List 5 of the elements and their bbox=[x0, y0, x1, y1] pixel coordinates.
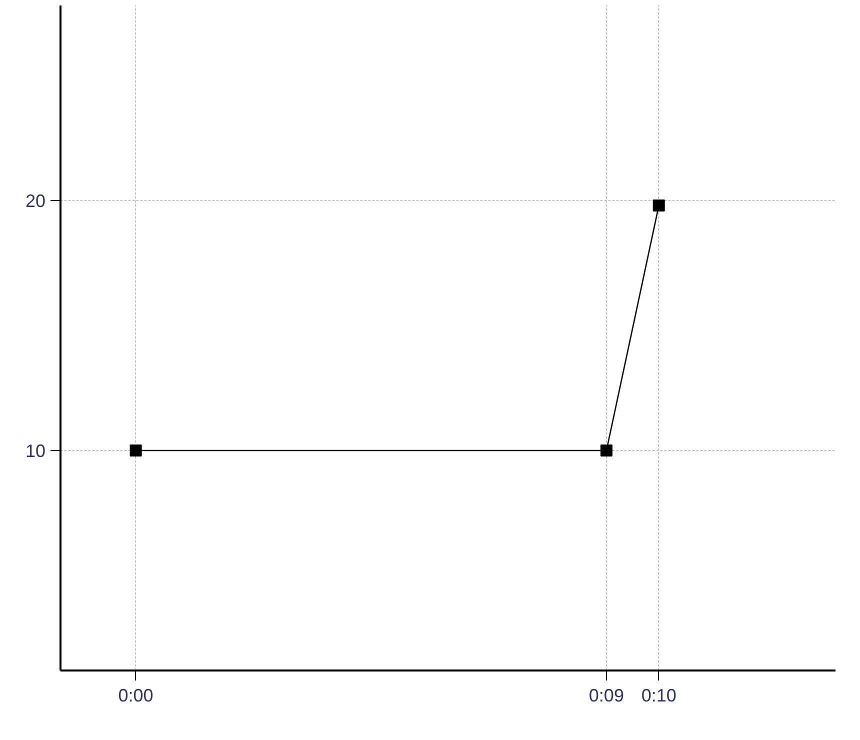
x-tick-label: 0:10 bbox=[641, 686, 676, 706]
y-tick-label: 20 bbox=[25, 191, 46, 211]
x-tick-label: 0:00 bbox=[118, 686, 154, 706]
x-tick-label: 0:09 bbox=[588, 686, 624, 706]
y-tick-label: 10 bbox=[25, 441, 46, 461]
